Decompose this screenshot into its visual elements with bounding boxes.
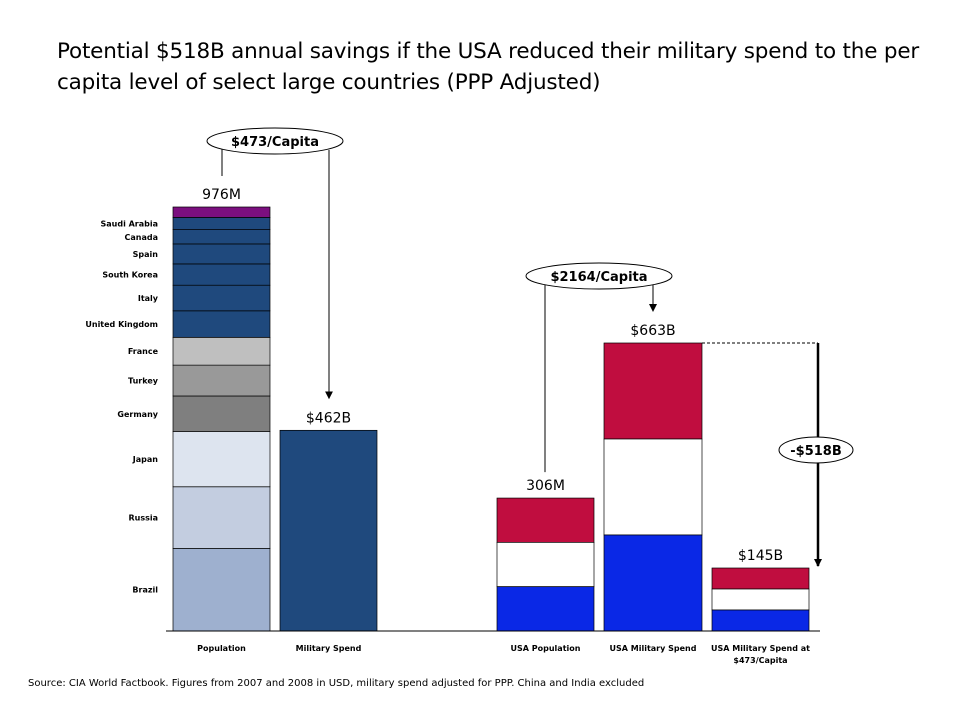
usa-population-stripe-3 bbox=[496, 586, 595, 632]
segment-label-canada: Canada bbox=[125, 233, 159, 242]
population-segment-canada bbox=[172, 229, 271, 245]
segment-label-united-kingdom: United Kingdom bbox=[85, 320, 158, 329]
military-spend-bar bbox=[279, 429, 378, 632]
segment-label-brazil: Brazil bbox=[132, 586, 158, 595]
usa-military-spend-stripe-3 bbox=[603, 534, 703, 632]
population-segment-germany bbox=[172, 395, 271, 432]
usa-population-label: 306M bbox=[526, 478, 565, 494]
population-segment-saudi-arabia bbox=[172, 217, 271, 230]
segment-label-south-korea: South Korea bbox=[102, 271, 158, 280]
segment-label-germany: Germany bbox=[117, 410, 158, 419]
usa-population-stripe-2 bbox=[496, 542, 595, 588]
population-total-label: 976M bbox=[202, 187, 241, 203]
chart-title: Potential $518B annual savings if the US… bbox=[57, 39, 919, 95]
segment-label-saudi-arabia: Saudi Arabia bbox=[100, 220, 158, 229]
savings-callout-text: -$518B bbox=[790, 444, 842, 459]
population-segment-spain bbox=[172, 243, 271, 265]
category-label-3: USA Population bbox=[511, 644, 581, 653]
savings-callout bbox=[778, 436, 854, 464]
segment-label-spain: Spain bbox=[133, 250, 159, 259]
population-segment-south-korea bbox=[172, 263, 271, 286]
category-label-1: Population bbox=[197, 644, 246, 653]
category-label-5: USA Military Spend at bbox=[711, 644, 810, 653]
usa-military-at-rate-stripe-1 bbox=[711, 567, 810, 590]
military-spend-label: $462B bbox=[306, 410, 351, 426]
population-segment-other bbox=[172, 206, 271, 218]
category-label-4: USA Military Spend bbox=[610, 644, 697, 653]
segment-label-russia: Russia bbox=[128, 514, 158, 523]
usa-military-spend-label: $663B bbox=[630, 323, 675, 339]
population-segment-japan bbox=[172, 431, 271, 488]
usa-military-at-rate-stripe-3 bbox=[711, 609, 810, 632]
usa-military-spend-stripe-2 bbox=[603, 438, 703, 536]
source-note: Source: CIA World Factbook. Figures from… bbox=[28, 678, 645, 689]
population-segment-italy bbox=[172, 284, 271, 312]
category-label-5-line-2: $473/Capita bbox=[733, 656, 787, 665]
category-label-2: Military Spend bbox=[296, 644, 362, 653]
segment-label-japan: Japan bbox=[132, 455, 159, 464]
usa-population-stripe-1 bbox=[496, 497, 595, 543]
usa-per-capita-callout bbox=[525, 262, 673, 290]
usa-military-at-rate-label: $145B bbox=[738, 548, 783, 564]
usa-military-at-rate-stripe-2 bbox=[711, 588, 810, 611]
segment-label-france: France bbox=[128, 347, 159, 356]
population-segment-turkey bbox=[172, 364, 271, 397]
per-capita-callout bbox=[206, 127, 344, 155]
segment-label-turkey: Turkey bbox=[128, 377, 159, 386]
population-segment-russia bbox=[172, 486, 271, 549]
per-capita-callout-text: $473/Capita bbox=[231, 135, 319, 150]
population-segment-united-kingdom bbox=[172, 310, 271, 338]
usa-military-spend-stripe-1 bbox=[603, 342, 703, 440]
usa-per-capita-callout-text: $2164/Capita bbox=[550, 270, 647, 285]
population-segment-france bbox=[172, 336, 271, 366]
population-segment-brazil bbox=[172, 548, 271, 632]
segment-label-italy: Italy bbox=[138, 294, 159, 303]
